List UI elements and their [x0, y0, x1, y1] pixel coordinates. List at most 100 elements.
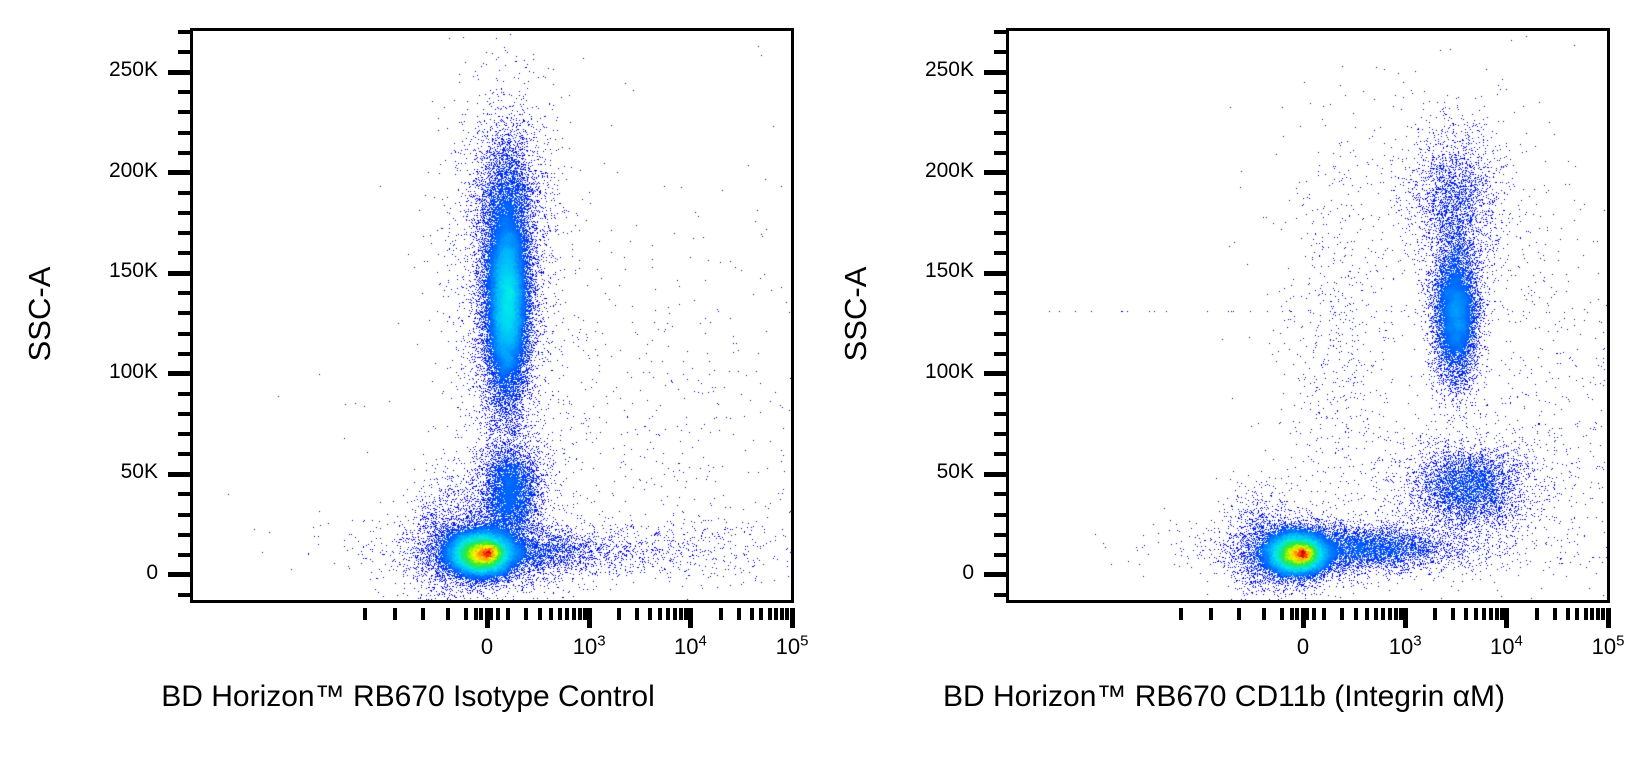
x-tick-minor [678, 608, 683, 620]
x-tick-minor [392, 608, 397, 620]
panel-caption-left: BD Horizon™ RB670 Isotype Control [0, 680, 816, 714]
y-tick-minor [178, 331, 190, 336]
x-tick-minor [1463, 608, 1468, 620]
x-tick-minor [1373, 608, 1378, 620]
x-tick-minor [1398, 608, 1403, 620]
y-tick-major [984, 270, 1006, 276]
y-tick-label: 0 [962, 560, 974, 584]
y-axis-label-left: SSC-A [22, 266, 57, 361]
x-tick-minor [1393, 608, 1398, 620]
y-tick-minor [178, 532, 190, 537]
x-tick-minor [1534, 608, 1539, 620]
x-tick-minor [780, 608, 785, 620]
y-tick-minor [178, 150, 190, 155]
y-tick-minor [178, 210, 190, 215]
x-tick-minor [1583, 608, 1588, 620]
x-tick-mantissa: 10 [1489, 634, 1515, 659]
y-tick-minor [178, 190, 190, 195]
plot-panel-cd11b: SSC-A BD Horizon™ RB670 CD11b (Integrin … [816, 0, 1632, 771]
x-tick-exponent: 3 [597, 632, 606, 650]
y-tick-major [168, 471, 190, 477]
x-tick-minor [1552, 608, 1557, 620]
x-tick-major [789, 608, 795, 628]
x-tick-mantissa: 10 [1591, 634, 1617, 659]
x-tick-minor [479, 608, 484, 620]
x-tick-minor [785, 608, 790, 620]
x-tick-minor [1494, 608, 1499, 620]
x-tick-minor [683, 608, 688, 620]
y-tick-minor [994, 251, 1006, 256]
y-tick-minor [994, 412, 1006, 416]
x-tick-minor [657, 608, 662, 620]
x-tick-minor [665, 608, 670, 620]
x-tick-minor [1433, 608, 1438, 620]
x-tick-minor [565, 608, 570, 620]
y-tick-minor [178, 311, 190, 316]
x-tick-minor [1353, 608, 1358, 620]
y-tick-label: 250K [924, 58, 974, 82]
x-tick-major [484, 608, 490, 628]
x-tick-minor [582, 608, 587, 620]
x-tick-minor [718, 608, 723, 620]
y-tick-minor [994, 110, 1006, 115]
x-tick-minor [759, 608, 764, 620]
y-tick-minor [994, 311, 1006, 316]
x-tick-minor [489, 608, 494, 620]
x-tick-exponent: 5 [1616, 632, 1625, 650]
x-tick-minor [672, 608, 677, 620]
x-tick-minor [1178, 608, 1183, 620]
y-tick-minor [178, 351, 190, 356]
y-tick-minor [994, 50, 1006, 55]
y-tick-major [168, 69, 190, 75]
x-tick-minor [506, 608, 511, 620]
x-tick-major [687, 608, 693, 628]
x-tick-minor [1364, 608, 1369, 620]
y-tick-minor [994, 150, 1006, 155]
y-tick-minor [994, 210, 1006, 215]
y-tick-minor [994, 432, 1006, 437]
x-tick-minor [774, 608, 779, 620]
plot-panel-isotype-control: SSC-A BD Horizon™ RB670 Isotype Control … [0, 28, 816, 714]
y-tick-minor [178, 592, 190, 597]
x-tick-minor [1290, 608, 1295, 620]
x-tick-minor [1322, 608, 1327, 620]
x-tick-minor [1311, 608, 1316, 620]
x-tick-mantissa: 10 [572, 634, 598, 659]
x-tick-label: 0 [480, 634, 494, 659]
y-tick-minor [994, 532, 1006, 537]
x-tick-exponent: 3 [1413, 632, 1422, 650]
y-tick-major [984, 471, 1006, 477]
x-tick-label: 103 [1345, 634, 1465, 660]
y-tick-minor [178, 552, 190, 557]
y-tick-minor [994, 351, 1006, 356]
x-tick-minor [1575, 608, 1580, 620]
x-tick-minor [1488, 608, 1493, 620]
y-tick-minor [178, 391, 190, 396]
y-tick-minor [178, 30, 190, 35]
y-tick-label: 50K [120, 460, 158, 484]
y-tick-label: 100K [924, 359, 974, 383]
scatter-canvas-isotype-control [193, 31, 791, 600]
x-tick-major [1605, 608, 1611, 628]
x-tick-minor [523, 608, 528, 620]
x-tick-minor [647, 608, 652, 620]
y-tick-minor [178, 291, 190, 296]
y-tick-label: 250K [108, 58, 158, 82]
x-tick-minor [1499, 608, 1504, 620]
y-tick-minor [994, 592, 1006, 597]
y-tick-minor [178, 231, 190, 236]
y-tick-minor [178, 130, 190, 135]
y-tick-minor [994, 492, 1006, 497]
x-tick-mantissa: 10 [1388, 634, 1414, 659]
y-tick-major [984, 69, 1006, 75]
x-tick-label: 103 [529, 634, 649, 660]
y-tick-minor [994, 552, 1006, 557]
x-tick-minor [1596, 608, 1601, 620]
x-tick-minor [617, 608, 622, 620]
y-tick-label: 0 [146, 560, 158, 584]
y-tick-minor [178, 50, 190, 55]
y-tick-minor [994, 331, 1006, 336]
x-tick-minor [1387, 608, 1392, 620]
x-tick-mantissa: 10 [775, 634, 801, 659]
